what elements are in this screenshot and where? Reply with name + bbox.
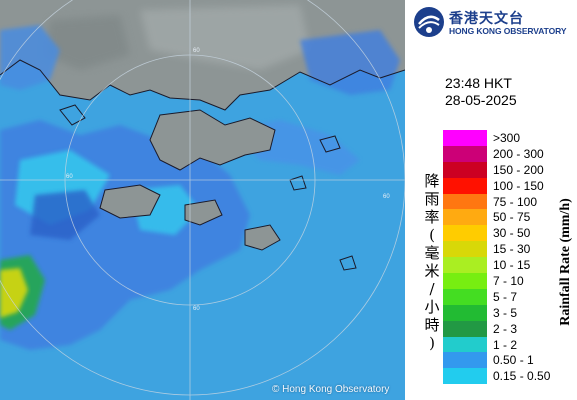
legend-label: 2 - 3 bbox=[493, 321, 518, 336]
legend-item: 2 - 3 bbox=[443, 320, 573, 337]
legend-panel: 香港天文台 HONG KONG OBSERVATORY 23:48 HKT 28… bbox=[405, 0, 577, 400]
range-ring-labels: 60 60 60 60 bbox=[66, 48, 390, 312]
land-lantau bbox=[99, 184, 161, 219]
legend-item: 200 - 300 bbox=[443, 145, 573, 162]
legend-title-chinese-char: 時 bbox=[424, 316, 440, 334]
legend-label: 3 - 5 bbox=[493, 305, 518, 320]
land-hong-kong bbox=[149, 109, 276, 171]
land-texture bbox=[140, 5, 310, 70]
land-texture-2 bbox=[45, 15, 130, 70]
legend-swatch bbox=[443, 130, 487, 146]
hko-emblem-icon bbox=[414, 7, 444, 37]
legend-title-chinese-char: ( bbox=[429, 226, 435, 244]
legend-title-chinese-char: / bbox=[429, 280, 435, 298]
coastlines bbox=[0, 59, 405, 271]
legend-title-chinese-char: 雨 bbox=[424, 190, 440, 208]
legend-swatch bbox=[443, 161, 487, 178]
legend-label: 100 - 150 bbox=[493, 178, 544, 193]
legend-item: 15 - 30 bbox=[443, 241, 573, 258]
legend-swatch bbox=[443, 145, 487, 162]
legend-item: 30 - 50 bbox=[443, 225, 573, 242]
ring-label-e: 60 bbox=[383, 194, 390, 200]
observation-time: 23:48 HKT bbox=[445, 75, 512, 91]
land-island-east bbox=[244, 224, 281, 251]
legend-item: 100 - 150 bbox=[443, 177, 573, 194]
legend-swatch bbox=[443, 273, 487, 289]
legend-title-chinese-text: 降雨率(毫米 / 小時) bbox=[423, 172, 441, 352]
legend-title-chinese-char: 率 bbox=[424, 208, 440, 226]
legend-title-chinese-char: 小 bbox=[424, 298, 440, 316]
legend-swatch bbox=[443, 352, 487, 369]
legend-swatch bbox=[443, 257, 487, 274]
legend-label: >300 bbox=[493, 131, 521, 145]
ring-label-n: 60 bbox=[193, 48, 200, 54]
land-island-small bbox=[184, 199, 223, 226]
legend-item: 75 - 100 bbox=[443, 193, 573, 210]
legend-label: 75 - 100 bbox=[493, 194, 538, 209]
legend-swatch bbox=[443, 193, 487, 210]
legend-label: 50 - 75 bbox=[493, 210, 531, 225]
legend-item: >300 bbox=[443, 130, 573, 146]
org-name-english: HONG KONG OBSERVATORY bbox=[449, 26, 567, 36]
legend-label: 0.50 - 1 bbox=[493, 353, 534, 368]
legend-label: 150 - 200 bbox=[493, 162, 544, 177]
legend-swatch bbox=[443, 225, 487, 242]
legend-title-chinese-char: 毫 bbox=[424, 244, 440, 262]
legend-item: 10 - 15 bbox=[443, 257, 573, 274]
rain-echo-nw bbox=[0, 25, 60, 90]
observation-date: 28-05-2025 bbox=[445, 92, 517, 108]
legend-swatch bbox=[443, 304, 487, 321]
legend-label: 200 - 300 bbox=[493, 146, 544, 161]
legend-title-chinese-char: 米 bbox=[424, 262, 440, 280]
legend-label: 5 - 7 bbox=[493, 289, 518, 304]
radar-image: 60 60 60 60 bbox=[0, 0, 405, 400]
legend-title-chinese-char: ) bbox=[429, 334, 435, 352]
ring-label-s: 60 bbox=[193, 306, 200, 312]
legend-swatch bbox=[443, 241, 487, 258]
radar-map[interactable]: 60 60 60 60 © Hong Kong Observatory bbox=[0, 0, 405, 400]
legend-title-chinese-char: 降 bbox=[424, 172, 440, 190]
legend-swatch bbox=[443, 288, 487, 305]
legend-swatch bbox=[443, 177, 487, 194]
map-copyright: © Hong Kong Observatory bbox=[272, 384, 390, 395]
legend-label: 15 - 30 bbox=[493, 242, 531, 257]
legend-title-english: Rainfall Rate (mm/h) bbox=[558, 198, 573, 326]
legend-item: 50 - 75 bbox=[443, 209, 573, 226]
legend-item: 150 - 200 bbox=[443, 161, 573, 178]
legend-item: 1 - 2 bbox=[443, 336, 573, 353]
legend-label: 7 - 10 bbox=[493, 274, 524, 289]
rain-band-ne bbox=[300, 30, 400, 95]
legend-label: 10 - 15 bbox=[493, 258, 531, 273]
org-name-chinese: 香港天文台 bbox=[449, 11, 524, 27]
legend-swatch bbox=[443, 368, 487, 385]
legend-item: 0.15 - 0.50 bbox=[443, 368, 573, 385]
legend-swatch bbox=[443, 320, 487, 337]
rain-heavy-yellow bbox=[0, 268, 28, 318]
legend-label: 1 - 2 bbox=[493, 337, 518, 352]
rain-moderate-blue bbox=[30, 190, 100, 240]
hko-logo[interactable]: 香港天文台 HONG KONG OBSERVATORY bbox=[413, 6, 573, 38]
legend-label: 0.15 - 0.50 bbox=[493, 369, 551, 384]
range-rings bbox=[0, 0, 405, 400]
legend-item: 3 - 5 bbox=[443, 304, 573, 321]
legend-label: 30 - 50 bbox=[493, 226, 531, 241]
legend-swatch bbox=[443, 336, 487, 353]
legend-item: 7 - 10 bbox=[443, 273, 573, 289]
legend-swatch bbox=[443, 209, 487, 226]
ring-label-w: 60 bbox=[66, 174, 73, 180]
legend-title-chinese: 降雨率(毫米 / 小時) bbox=[423, 172, 441, 352]
legend-item: 5 - 7 bbox=[443, 288, 573, 305]
rainfall-legend: >300 200 - 300 150 - 200 100 - 150 75 - 100 5… bbox=[443, 130, 573, 385]
legend-item: 0.50 - 1 bbox=[443, 352, 573, 369]
